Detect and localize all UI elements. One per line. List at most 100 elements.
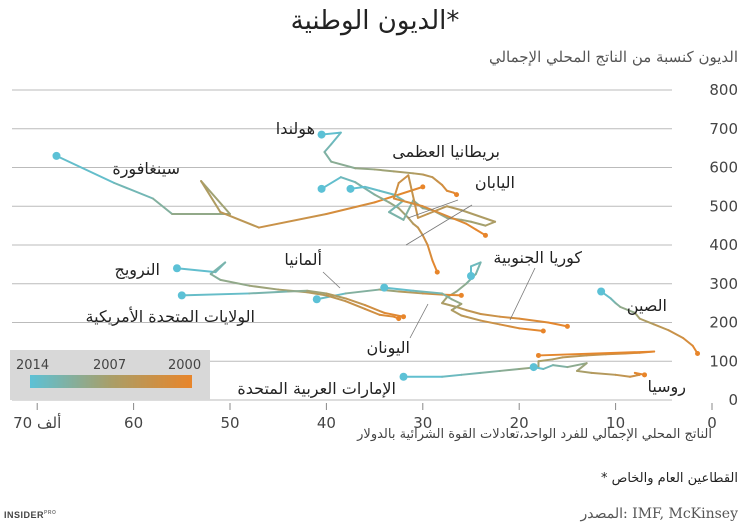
series-segment [561,354,588,359]
series-segment [537,350,656,357]
y-tick-label: 600 [709,159,738,177]
y-tick-label: 800 [709,81,738,99]
series-segment [412,289,444,295]
series-segment [383,286,415,292]
series-segment [551,364,569,369]
series-segment [474,261,482,276]
series-segment [209,273,222,281]
series-segment [460,209,497,223]
series-segment [547,321,569,328]
series-segment [330,131,342,146]
label-netherlands: هولندا [276,119,315,139]
series-segment [614,373,632,378]
series-segment [421,173,434,179]
series-segment [344,300,366,310]
series-start-point [52,151,61,160]
series-segment [441,292,453,301]
series-segment [416,226,424,237]
leader-line-japan [407,199,459,219]
series-segment [151,197,174,215]
series-start-point [177,291,186,300]
series-segment [436,205,448,212]
series-segment [113,182,154,200]
series-segment [441,302,458,308]
series-segment [470,220,487,227]
series-segment [590,371,617,376]
series-start-point [317,184,326,193]
series-segment [392,170,415,175]
series-end-point [454,192,460,198]
series-segment [373,193,391,204]
series-segment [257,213,328,229]
series-segment [576,369,593,374]
series-segment [450,309,463,317]
series-segment [388,201,400,210]
brand-logo: INSIDERPRO [4,510,57,520]
label-japan: اليابان [475,173,515,192]
series-start-point [312,295,321,304]
series-segment [323,151,333,163]
series-segment [450,216,468,225]
legend-start-year: 2014 [16,358,49,373]
series-end-point [695,351,701,356]
series-segment [388,199,405,214]
series-segment [484,220,497,227]
series-segment [330,160,357,170]
series-segment [325,201,376,215]
legend-gradient-bar [30,375,192,388]
series-segment [339,176,357,184]
series-segment [609,297,617,305]
y-tick-label: 400 [709,236,738,254]
y-axis-label: الديون كنسبة من الناتج المحلي الإجمالي [489,48,738,66]
series-segment [421,234,429,246]
series-segment [682,337,694,347]
series-segment [388,211,405,221]
legend-end-year: 2000 [168,358,201,373]
series-start-point [380,283,389,292]
series-end-point [401,314,407,320]
label-south-korea: كوريا الجنوبية [493,248,582,268]
y-tick-label: 300 [709,275,738,293]
series-segment [498,323,521,330]
series-end-point [396,316,402,322]
series-segment [325,292,347,300]
series-segment [576,362,588,372]
series-end-point [564,323,570,329]
series-segment [445,205,463,212]
series-segment [436,180,444,186]
series-segment [566,362,588,369]
series-end-point [540,328,546,334]
leader-line-uk [405,204,473,246]
series-segment [344,288,381,295]
series-segment [460,371,482,376]
series-end-point [482,232,488,238]
series-segment [441,373,463,378]
series-start-point [399,372,408,381]
series-start-point [529,363,538,372]
series-segment [460,314,482,322]
series-segment [585,353,607,357]
series-segment [479,319,501,326]
y-tick-label: 500 [709,197,738,215]
x-tick-label: 0 [707,414,717,432]
legend-mid-year: 2007 [93,358,126,373]
label-usa: الولايات المتحدة الأمريكية [86,306,255,327]
series-segment [175,267,217,274]
series-segment [397,174,410,184]
series-segment [441,296,448,305]
series-segment [354,181,376,196]
x-tick-label: ألف 70 [13,413,61,432]
label-uae: الإمارات العربية المتحدة [237,379,396,399]
y-tick-label: 100 [709,352,738,370]
label-uk: بريطانيا العظمى [392,142,500,162]
series-segment [498,315,521,320]
series-segment [470,261,482,268]
series-segment [407,216,415,225]
series-segment [200,180,231,215]
series-start-point [346,184,355,193]
x-tick-label: 40 [317,414,336,432]
series-segment [397,207,410,219]
chart-title: الديون الوطنية* [290,6,460,36]
x-tick-label: 30 [413,414,432,432]
